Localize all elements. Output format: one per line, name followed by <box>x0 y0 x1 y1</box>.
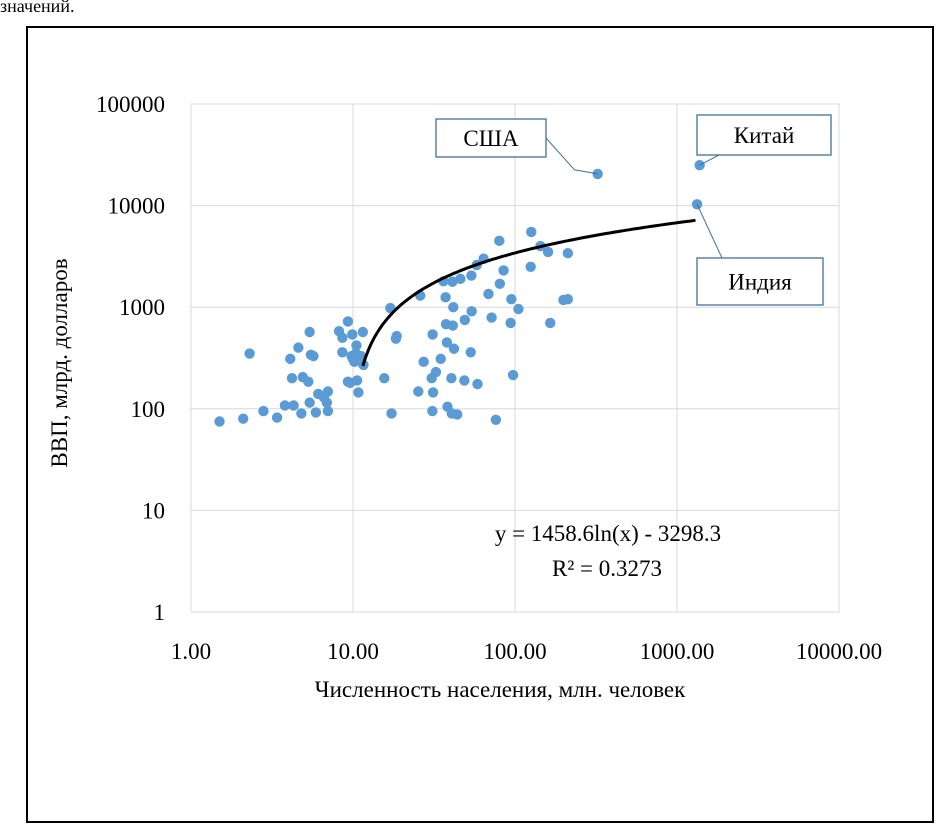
data-point <box>308 350 319 362</box>
callout-box <box>696 257 824 306</box>
data-point <box>427 329 438 340</box>
data-point <box>494 278 506 289</box>
data-point <box>447 276 458 287</box>
data-point <box>440 292 451 303</box>
data-point <box>303 376 314 387</box>
data-point <box>525 261 536 272</box>
data-point <box>427 387 439 398</box>
data-point <box>337 347 348 358</box>
data-point <box>304 397 315 408</box>
data-point <box>459 375 470 386</box>
data-point <box>441 337 453 348</box>
data-point <box>285 353 296 365</box>
data-point <box>293 342 304 353</box>
data-point <box>357 326 369 338</box>
data-point <box>691 199 703 210</box>
y-tick-label: 100000 <box>96 92 165 117</box>
trendline-equation: y = 1458.6ln(x) - 3298.3 <box>495 521 721 546</box>
data-point <box>321 397 333 408</box>
data-point <box>465 347 476 358</box>
data-point <box>545 317 556 329</box>
y-tick-label: 10000 <box>108 194 166 219</box>
callout-leader <box>699 154 720 166</box>
data-point <box>379 373 390 384</box>
data-point <box>435 353 446 365</box>
data-point <box>271 412 283 423</box>
chart-frame <box>26 26 934 823</box>
callout-leader <box>696 204 723 259</box>
data-point <box>506 293 517 305</box>
data-point <box>310 407 322 418</box>
data-point <box>507 369 519 381</box>
callout-label: Индия <box>728 270 792 295</box>
data-point <box>452 409 463 420</box>
data-point <box>459 314 471 326</box>
data-point <box>347 329 358 340</box>
y-tick-label: 1 <box>154 600 166 625</box>
x-tick-label: 10000.00 <box>796 639 882 664</box>
data-point <box>258 405 269 417</box>
x-tick-label: 10.00 <box>327 639 379 664</box>
data-point <box>592 168 603 180</box>
y-axis-title: ВВП, млрд. долларов <box>47 258 72 467</box>
data-point <box>562 248 574 259</box>
callout-label: США <box>463 126 519 151</box>
x-tick-label: 1.00 <box>171 639 211 664</box>
data-point <box>430 366 442 378</box>
data-point <box>391 330 402 342</box>
data-point <box>304 326 315 338</box>
data-point <box>513 303 524 315</box>
data-point <box>526 226 537 238</box>
data-point <box>286 373 298 384</box>
data-point <box>494 235 505 247</box>
data-point <box>455 273 466 285</box>
data-point <box>351 375 363 386</box>
callout-label: Китай <box>734 123 795 148</box>
data-point <box>466 306 477 317</box>
data-point <box>342 316 354 327</box>
data-point <box>562 293 574 305</box>
data-point <box>353 387 364 398</box>
caption-fragment: значений. <box>0 0 75 16</box>
data-point <box>486 312 497 323</box>
y-tick-label: 100 <box>131 397 166 422</box>
data-point <box>448 343 460 354</box>
data-point <box>498 265 509 276</box>
data-point <box>279 400 291 411</box>
data-point <box>505 317 516 329</box>
data-point <box>237 413 249 424</box>
data-point <box>418 356 429 368</box>
x-axis-title: Численность населения, млн. человек <box>315 677 686 702</box>
data-point <box>351 340 362 351</box>
data-point <box>413 386 424 397</box>
data-point <box>483 288 494 300</box>
data-point <box>322 386 334 397</box>
data-point <box>337 332 348 343</box>
callout-leader <box>545 137 598 175</box>
callout-box <box>435 118 547 158</box>
callout-box <box>696 114 832 156</box>
data-point <box>446 373 457 384</box>
x-tick-label: 100.00 <box>483 639 546 664</box>
data-point <box>490 414 502 425</box>
data-point <box>322 405 334 417</box>
data-point <box>466 270 477 281</box>
y-tick-label: 1000 <box>119 295 165 320</box>
trendline <box>361 218 696 367</box>
data-point <box>214 416 225 427</box>
data-point <box>386 408 397 419</box>
data-point <box>472 378 483 390</box>
data-point <box>427 405 438 417</box>
data-point <box>448 302 459 313</box>
y-tick-label: 10 <box>142 498 165 523</box>
x-tick-label: 1000.00 <box>640 639 715 664</box>
data-point <box>288 400 299 411</box>
data-point <box>542 246 554 258</box>
data-point <box>694 159 705 171</box>
trendline-r2: R² = 0.3273 <box>552 556 662 581</box>
data-point <box>296 408 307 419</box>
data-point <box>447 320 458 331</box>
data-point <box>244 348 255 359</box>
